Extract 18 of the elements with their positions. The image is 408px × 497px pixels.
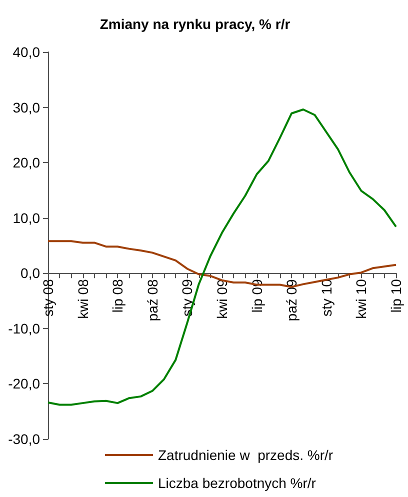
x-tick-label: kwi 10 bbox=[353, 278, 370, 319]
y-tick-label: -10,0 bbox=[8, 320, 40, 336]
y-tick-label: 10,0 bbox=[12, 210, 40, 226]
x-tick-label: sty 08 bbox=[40, 278, 56, 316]
y-tick-label: -20,0 bbox=[8, 376, 40, 392]
legend-label: Liczba bezrobotnych %r/r bbox=[158, 475, 316, 491]
x-tick-label: paź 08 bbox=[144, 278, 160, 322]
x-tick-label: kwi 08 bbox=[74, 278, 91, 319]
chart-title: Zmiany na rynku pracy, % r/r bbox=[100, 16, 291, 32]
y-tick-label: 30,0 bbox=[12, 99, 40, 116]
legend-label: Zatrudnienie w przeds. %r/r bbox=[158, 447, 334, 463]
y-tick-label: 0,0 bbox=[20, 265, 40, 282]
y-tick-label: 40,0 bbox=[12, 44, 40, 60]
x-tick-label: lip 10 bbox=[388, 278, 404, 313]
x-tick-label: paź 09 bbox=[284, 278, 300, 322]
x-tick-label: lip 08 bbox=[110, 278, 126, 313]
y-tick-label: 20,0 bbox=[12, 154, 40, 171]
y-tick-label: -30,0 bbox=[8, 431, 40, 447]
